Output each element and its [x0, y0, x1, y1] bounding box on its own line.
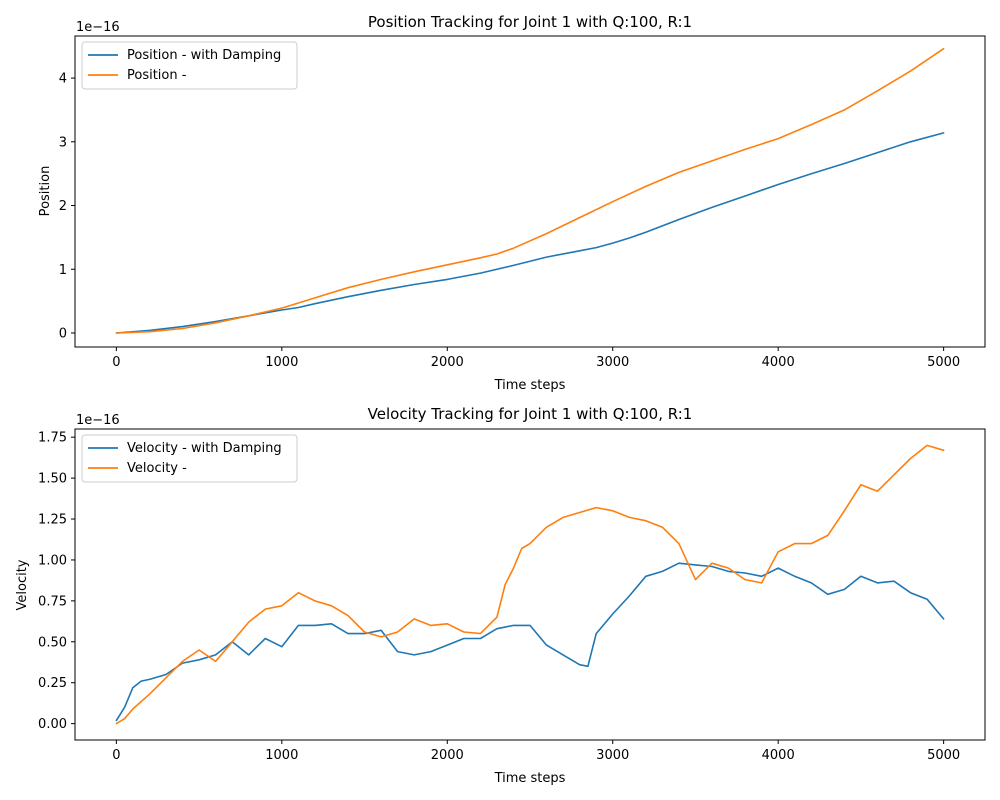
- velocity-y-tick-label: 1.50: [38, 472, 67, 487]
- velocity-ticks: 0 1000 2000 3000 4000 5000 0.00 0.25 0.50 0.75 1.0…: [38, 431, 960, 763]
- position-subplot: Position Tracking for Joint 1 with Q:100…: [38, 13, 986, 393]
- velocity-x-axis-label: Time steps: [494, 771, 566, 786]
- position-y-tick-label: 2: [59, 199, 67, 214]
- position-x-tick-label: 1000: [265, 355, 298, 370]
- velocity-chart-title: Velocity Tracking for Joint 1 with Q:100…: [368, 405, 693, 423]
- velocity-x-tick-label: 0: [112, 748, 120, 763]
- velocity-y-tick-label: 0.00: [38, 717, 67, 732]
- velocity-y-tick-label: 1.25: [38, 513, 67, 528]
- velocity-x-tick-label: 1000: [265, 748, 298, 763]
- position-legend: Position - with Damping Position -: [81, 41, 298, 90]
- velocity-x-tick-label: 4000: [762, 748, 795, 763]
- position-y-axis-label: Position: [38, 166, 53, 217]
- position-x-tick-label: 5000: [927, 355, 960, 370]
- velocity-axes-frame: [74, 428, 986, 741]
- velocity-legend-box: [81, 434, 298, 483]
- position-x-tick-label: 3000: [596, 355, 629, 370]
- position-y-tick-label: 3: [59, 135, 67, 150]
- position-y-offset-label: 1e−16: [76, 20, 120, 35]
- position-chart-title: Position Tracking for Joint 1 with Q:100…: [368, 13, 692, 31]
- position-ticks: 0 1000 2000 3000 4000 5000 0 1 2 3 4: [59, 72, 960, 370]
- position-legend-label-1: Position - with Damping: [127, 48, 281, 63]
- velocity-subplot: Velocity Tracking for Joint 1 with Q:100…: [15, 405, 986, 786]
- position-y-tick-label: 4: [59, 72, 67, 87]
- velocity-series-lines: [115, 444, 945, 725]
- velocity-series-line-2: [115, 444, 945, 725]
- position-x-tick-label: 0: [112, 355, 120, 370]
- position-x-tick-label: 4000: [762, 355, 795, 370]
- position-y-tick-label: 0: [59, 326, 67, 341]
- velocity-legend: Velocity - with Damping Velocity -: [81, 434, 298, 483]
- position-series-line-2: [115, 47, 945, 334]
- position-series-line-1: [115, 132, 945, 334]
- velocity-legend-label-1: Velocity - with Damping: [127, 441, 282, 456]
- velocity-y-tick-label: 0.50: [38, 635, 67, 650]
- velocity-x-tick-label: 2000: [431, 748, 464, 763]
- velocity-y-tick-label: 0.25: [38, 676, 67, 691]
- position-x-axis-label: Time steps: [494, 378, 566, 393]
- velocity-y-offset-label: 1e−16: [76, 413, 120, 428]
- position-series-lines: [115, 47, 945, 334]
- velocity-x-tick-label: 3000: [596, 748, 629, 763]
- velocity-y-tick-label: 0.75: [38, 594, 67, 609]
- velocity-y-tick-label: 1.75: [38, 431, 67, 446]
- position-x-tick-label: 2000: [431, 355, 464, 370]
- position-legend-label-2: Position -: [127, 68, 187, 83]
- velocity-y-axis-label: Velocity: [15, 559, 30, 610]
- velocity-y-tick-label: 1.00: [38, 553, 67, 568]
- position-legend-box: [81, 41, 298, 90]
- velocity-x-tick-label: 5000: [927, 748, 960, 763]
- position-axes-frame: [74, 35, 986, 348]
- velocity-legend-label-2: Velocity -: [127, 461, 187, 476]
- position-y-tick-label: 1: [59, 263, 67, 278]
